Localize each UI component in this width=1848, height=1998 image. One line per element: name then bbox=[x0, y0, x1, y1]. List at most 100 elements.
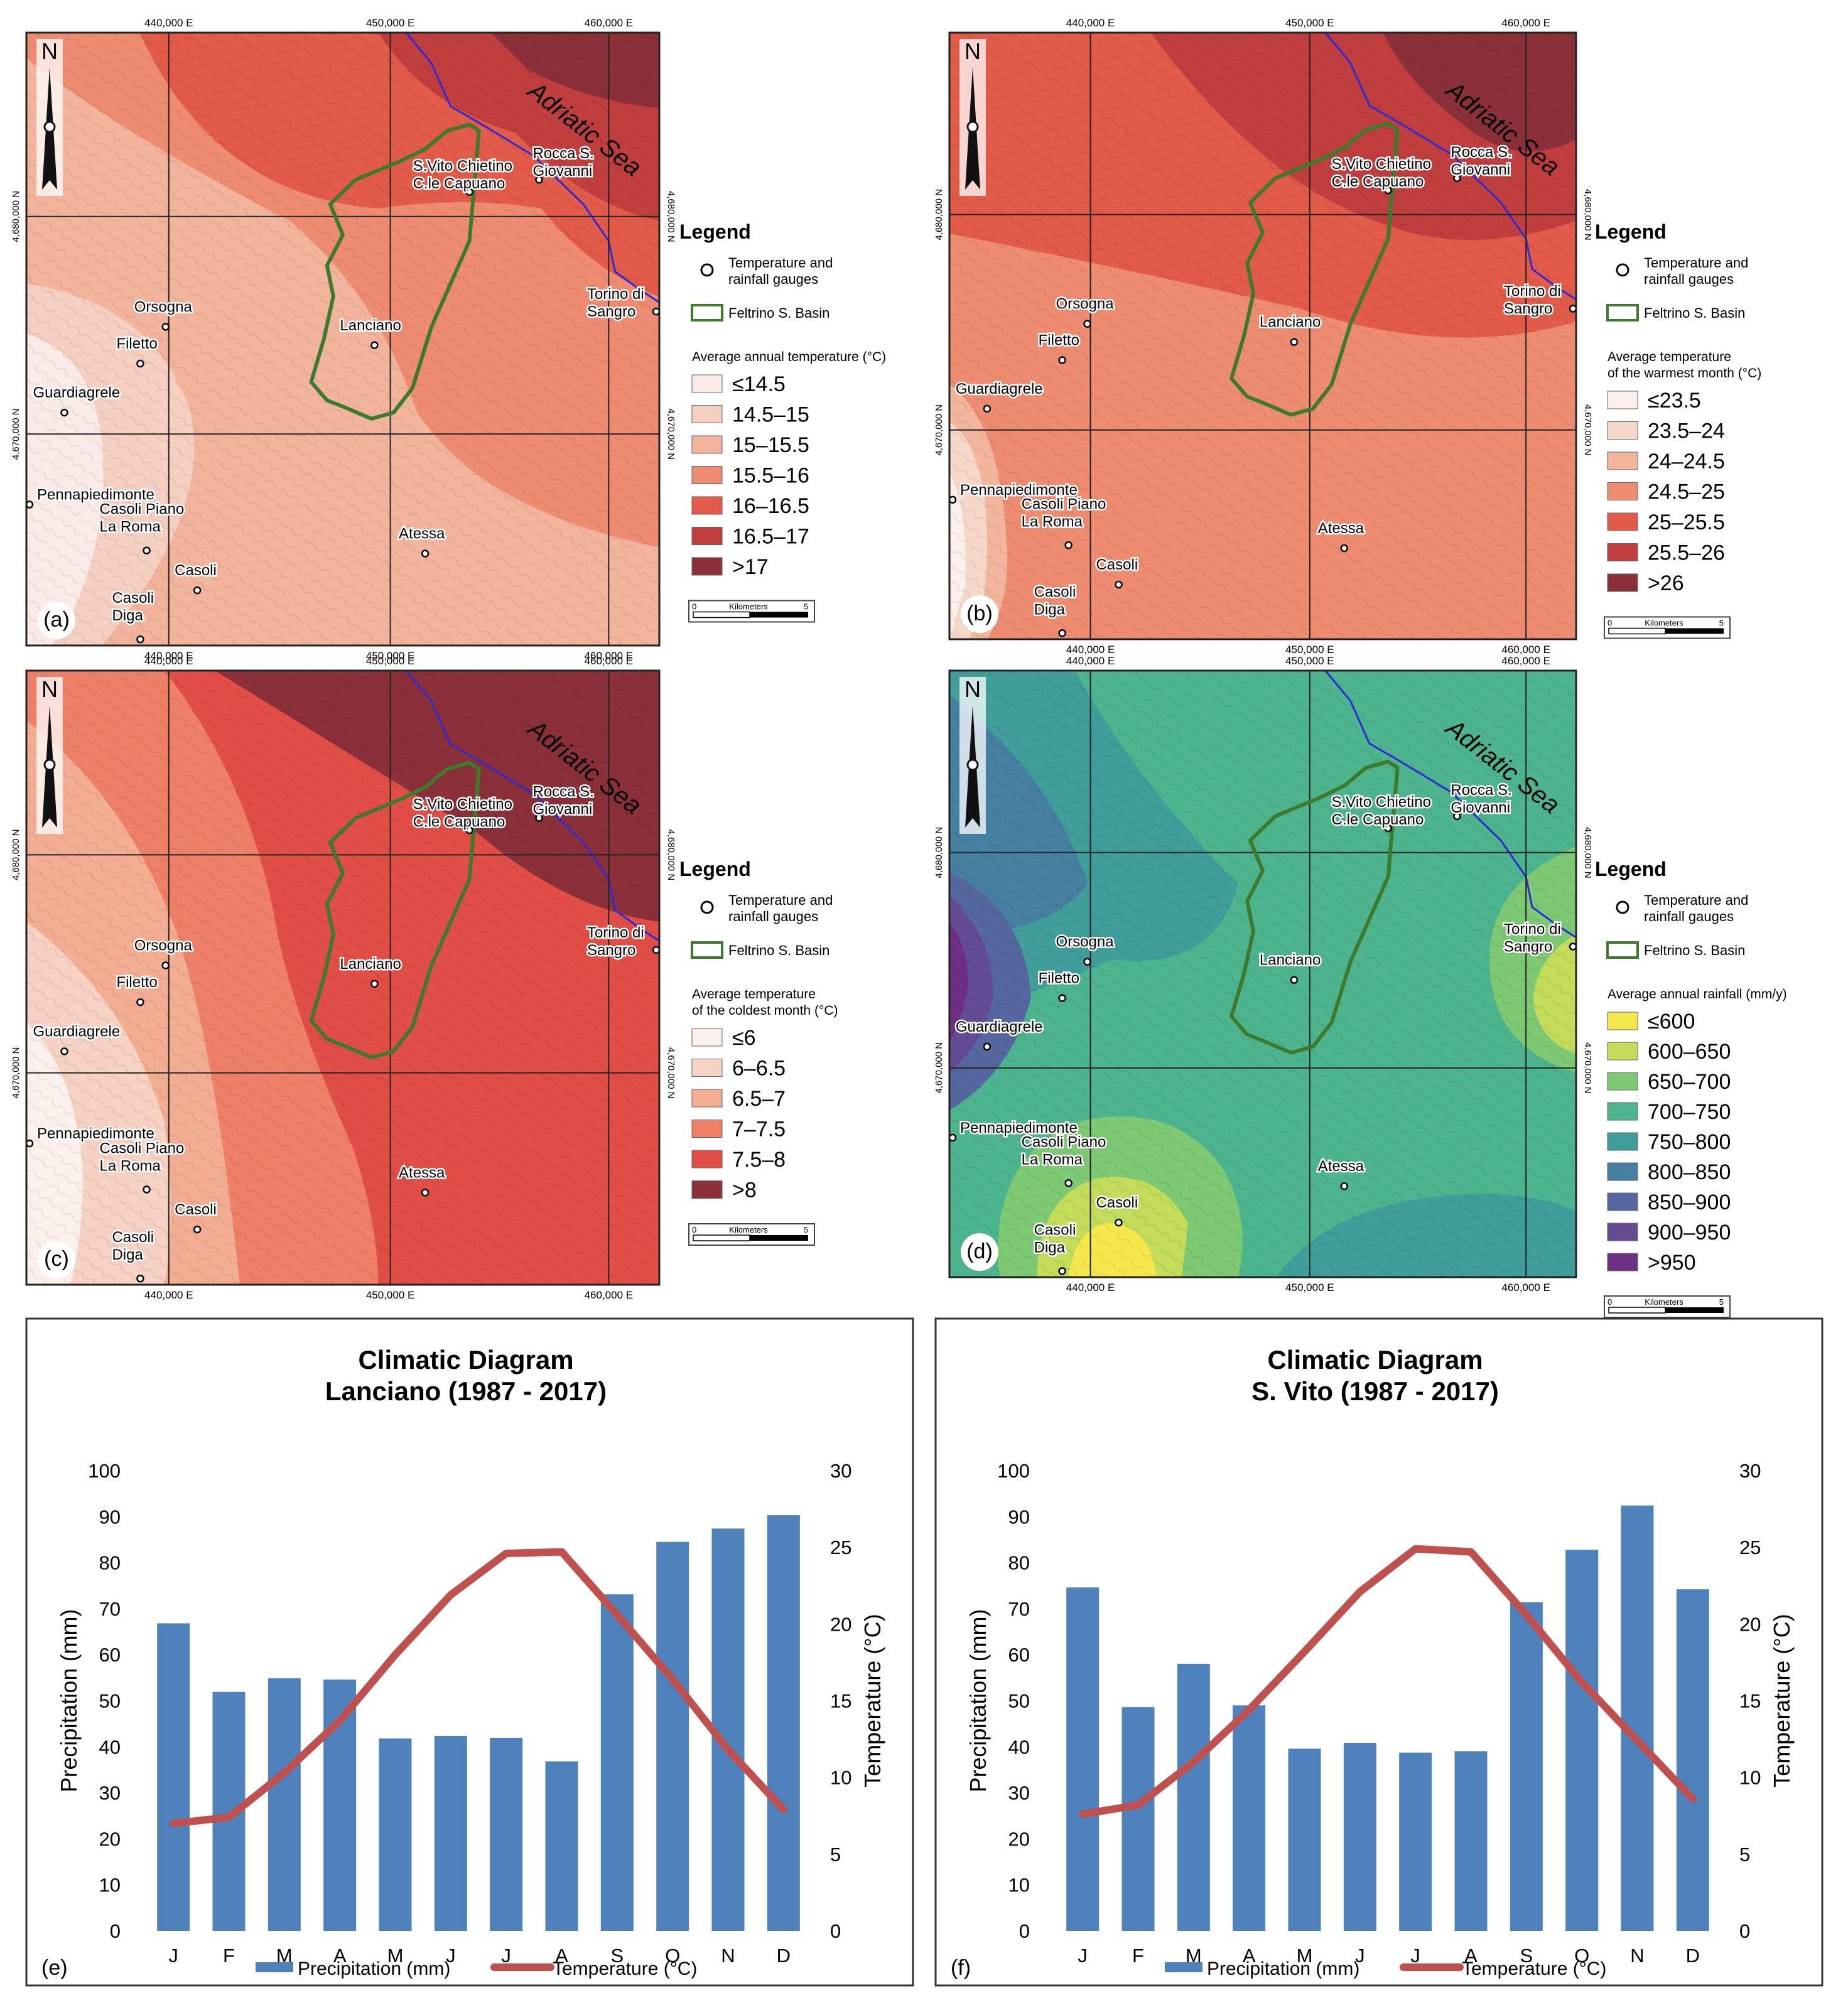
legend-title: Legend bbox=[679, 220, 751, 243]
precip-bar bbox=[656, 1542, 689, 1931]
legend-gauge-icon bbox=[1616, 900, 1629, 914]
legend-class-label: 6–6.5 bbox=[732, 1057, 786, 1081]
y-tick-label: 50 bbox=[1008, 1690, 1030, 1712]
station-label: Casoli Diga bbox=[112, 590, 154, 624]
legend-precip-label: Precipitation (mm) bbox=[298, 1958, 450, 1979]
legend-swatch bbox=[1607, 451, 1638, 470]
x-tick-label: S bbox=[1520, 1945, 1533, 1967]
panel-label: (a) bbox=[43, 608, 70, 632]
legend-class-label: 600–650 bbox=[1648, 1040, 1731, 1064]
chart-title: Climatic Diagram bbox=[1267, 1345, 1483, 1374]
y-tick-label: 80 bbox=[99, 1552, 121, 1574]
station-marker bbox=[1083, 320, 1091, 328]
legend-precip-swatch bbox=[256, 1962, 293, 1972]
scalebar-black bbox=[750, 1235, 808, 1241]
north-arrow-dot bbox=[966, 759, 979, 771]
station-label: Atessa bbox=[1318, 1158, 1364, 1175]
scalebar-max: 5 bbox=[1719, 1297, 1724, 1307]
x-tick-label: O bbox=[665, 1945, 680, 1967]
legend-swatch bbox=[691, 466, 723, 484]
x-tick-label: D bbox=[1686, 1945, 1700, 1967]
station-marker bbox=[25, 500, 34, 509]
coord-y-label: 4,670,000 N bbox=[666, 1047, 676, 1099]
coastline bbox=[405, 32, 660, 303]
station-marker bbox=[1290, 338, 1299, 346]
legend-class-label: >8 bbox=[732, 1179, 757, 1202]
station-label: Casoli bbox=[175, 1201, 217, 1218]
legend-class-label: 15.5–16 bbox=[732, 464, 809, 488]
station-marker bbox=[1115, 580, 1123, 589]
panel-label: (b) bbox=[966, 602, 993, 625]
legend-class-label: 14.5–15 bbox=[732, 403, 809, 427]
basin-outline bbox=[309, 760, 481, 1060]
legend-swatch bbox=[691, 496, 723, 515]
legend-swatch bbox=[1607, 573, 1638, 592]
x-tick-label: J bbox=[1410, 1945, 1420, 1967]
coord-x-label: 450,000 E bbox=[1285, 1282, 1334, 1293]
station-label: Guardiagrele bbox=[33, 384, 120, 401]
legend-gauge-icon bbox=[1616, 263, 1629, 277]
legend-basin-label: Feltrino S. Basin bbox=[1644, 305, 1745, 321]
map-c bbox=[26, 671, 659, 1285]
station-marker bbox=[136, 359, 144, 368]
station-label: Rocca S. Giovanni bbox=[532, 145, 593, 180]
north-label: N bbox=[965, 38, 981, 64]
station-marker bbox=[161, 961, 170, 969]
coord-y-label: 4,680,000 N bbox=[11, 829, 21, 881]
x-tick-label: J bbox=[1078, 1945, 1088, 1967]
station-marker bbox=[652, 946, 661, 954]
legend-gauge-icon bbox=[700, 263, 714, 277]
station-label: Atessa bbox=[399, 1164, 445, 1181]
station-label: Casoli Diga bbox=[1034, 583, 1076, 618]
precip-bar bbox=[434, 1736, 467, 1931]
y-tick-label: 90 bbox=[1008, 1506, 1030, 1528]
y2-tick-label: 20 bbox=[830, 1613, 851, 1635]
north-arrow-dot bbox=[43, 121, 56, 133]
station-marker bbox=[421, 549, 430, 558]
precip-bar bbox=[1676, 1589, 1709, 1931]
scalebar-white bbox=[693, 1234, 750, 1241]
y-tick-label: 0 bbox=[1019, 1920, 1030, 1942]
basin-outline bbox=[1229, 121, 1400, 417]
legend-class-label: 900–950 bbox=[1648, 1221, 1731, 1245]
scalebar-black bbox=[750, 612, 808, 618]
y-tick-label: 90 bbox=[99, 1506, 121, 1528]
y-tick-label: 100 bbox=[88, 1460, 121, 1482]
station-label: Casoli Piano La Roma bbox=[100, 501, 185, 536]
legend-title: Legend bbox=[679, 858, 751, 880]
legend-basin-label: Feltrino S. Basin bbox=[1644, 942, 1745, 958]
station-label: Atessa bbox=[1318, 520, 1364, 537]
station-marker bbox=[983, 1042, 992, 1051]
precip-bar bbox=[1233, 1705, 1266, 1931]
legend-class-label: >17 bbox=[732, 555, 769, 579]
legend-gauges-label: Temperature and rainfall gauges bbox=[1644, 892, 1748, 924]
station-marker bbox=[1340, 544, 1348, 553]
station-marker bbox=[370, 341, 379, 350]
legend-class-label: 6.5–7 bbox=[732, 1087, 786, 1111]
station-marker bbox=[1115, 1218, 1123, 1227]
station-label: Orsogna bbox=[134, 298, 193, 315]
legend-class-label: 16–16.5 bbox=[732, 494, 809, 518]
station-label: Pennapiedimonte bbox=[37, 487, 154, 504]
station-marker bbox=[143, 1185, 151, 1194]
coord-x-label: 450,000 E bbox=[366, 655, 415, 667]
y-tick-label: 0 bbox=[110, 1920, 121, 1942]
precip-bar bbox=[1454, 1751, 1488, 1931]
coord-x-label: 460,000 E bbox=[585, 1289, 634, 1301]
y-tick-label: 30 bbox=[1008, 1782, 1030, 1804]
legend-class-label: ≤14.5 bbox=[732, 372, 786, 396]
legend-title: Legend bbox=[1595, 858, 1667, 880]
x-tick-label: M bbox=[387, 1945, 404, 1967]
station-marker bbox=[1384, 186, 1392, 195]
panel-label-bg bbox=[961, 1233, 998, 1271]
y2-tick-label: 5 bbox=[830, 1844, 841, 1866]
legend-swatch bbox=[691, 1150, 723, 1169]
scalebar-black bbox=[1665, 1307, 1724, 1313]
station-label: Casoli bbox=[1096, 1194, 1138, 1211]
y-tick-label: 10 bbox=[1008, 1874, 1030, 1896]
legend-class-label: >950 bbox=[1648, 1251, 1696, 1275]
station-marker bbox=[535, 175, 543, 184]
coord-y-label: 4,680,000 N bbox=[934, 827, 944, 878]
y2-tick-label: 5 bbox=[1739, 1844, 1750, 1866]
